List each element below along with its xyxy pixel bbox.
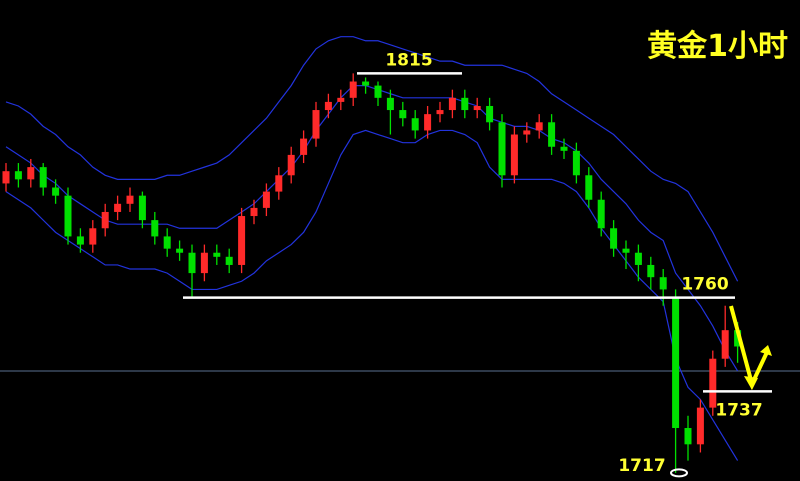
- candle-body: [213, 252, 221, 257]
- candle-body: [560, 146, 568, 151]
- arrow-head: [760, 345, 772, 356]
- candle-body: [39, 167, 47, 188]
- candle-body: [27, 167, 35, 180]
- candle-body: [597, 199, 605, 229]
- candle-body: [696, 407, 704, 445]
- level-label: 1815: [385, 50, 432, 70]
- candle-body: [424, 114, 432, 131]
- candle-body: [200, 252, 208, 274]
- candle-body: [473, 105, 481, 111]
- candle-body: [362, 81, 370, 86]
- bollinger-band: [5, 129, 739, 461]
- candle-body: [225, 256, 233, 265]
- candle-body: [275, 175, 283, 192]
- candle-body: [176, 248, 184, 253]
- candle-body: [634, 252, 642, 265]
- candle-body: [374, 85, 382, 98]
- candle-body: [300, 138, 308, 155]
- candle-body: [498, 122, 506, 176]
- candle-body: [312, 110, 320, 139]
- candle-body: [14, 171, 22, 180]
- candle-body: [510, 134, 518, 176]
- candle-body: [411, 118, 419, 131]
- candle-body: [548, 122, 556, 147]
- chart-title: 黄金1小时: [647, 29, 788, 64]
- candle-body: [126, 195, 134, 204]
- candle-body: [684, 428, 692, 445]
- candle-body: [486, 105, 494, 123]
- candle-body: [572, 150, 580, 176]
- candle-body: [436, 110, 444, 115]
- candle-body: [2, 171, 10, 184]
- candle-body: [349, 81, 357, 98]
- candle-body: [138, 195, 146, 221]
- candle-body: [250, 207, 258, 217]
- candle-body: [386, 97, 394, 111]
- candle-body: [585, 175, 593, 200]
- candle-body: [622, 248, 630, 253]
- forecast-arrow: [729, 305, 772, 390]
- level-label: 1717: [618, 456, 665, 476]
- candle-body: [287, 154, 295, 176]
- candle-body: [709, 358, 717, 408]
- candle-body: [610, 228, 618, 249]
- level-label: 1760: [681, 275, 728, 295]
- candle-body: [461, 97, 469, 111]
- bollinger-band: [5, 85, 739, 372]
- candle-body: [52, 187, 60, 196]
- candle-body: [76, 236, 84, 245]
- candle-body: [337, 97, 345, 102]
- candle-body: [721, 330, 729, 359]
- candle-body: [324, 101, 332, 111]
- candle-body: [238, 216, 246, 265]
- candle-body: [399, 110, 407, 119]
- candle-body: [64, 195, 72, 237]
- level-label: 1737: [715, 400, 762, 420]
- candle-body: [262, 191, 270, 208]
- candle-body: [114, 203, 122, 212]
- candle-body: [188, 252, 196, 274]
- candle-body: [151, 220, 159, 237]
- arrow-head: [744, 376, 758, 390]
- candle-body: [163, 236, 171, 249]
- candle-body: [89, 228, 97, 245]
- level-marker: [670, 468, 688, 478]
- candle-body: [672, 297, 680, 429]
- bollinger-band: [5, 36, 739, 282]
- candle-body: [535, 122, 543, 131]
- candle-body: [647, 264, 655, 278]
- candle-body: [734, 330, 742, 347]
- candle-body: [523, 130, 531, 135]
- candle-body: [448, 97, 456, 111]
- candle-body: [101, 211, 109, 229]
- candle-body: [659, 277, 667, 290]
